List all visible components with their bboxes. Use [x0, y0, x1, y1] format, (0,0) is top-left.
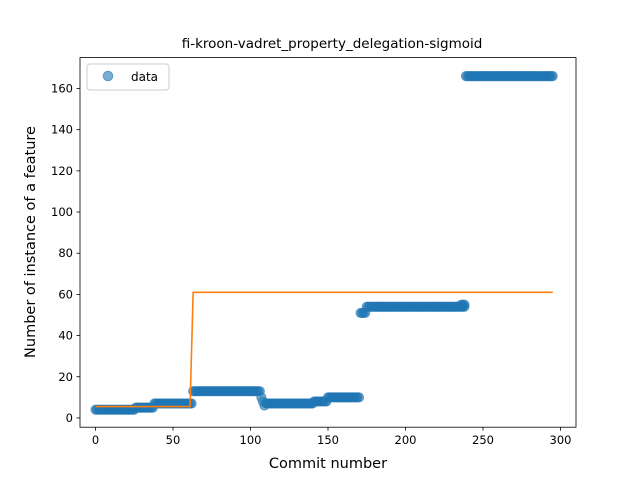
x-axis-label: Commit number: [269, 456, 387, 472]
x-tick-label: 300: [550, 433, 572, 447]
y-tick-label: 40: [58, 329, 73, 343]
y-tick-label: 140: [51, 123, 73, 137]
data-point: [459, 299, 470, 310]
y-tick-label: 60: [58, 287, 73, 301]
legend: data: [86, 63, 170, 91]
y-tick-label: 80: [58, 246, 73, 260]
data-point: [547, 71, 558, 82]
x-tick-label: 0: [92, 433, 99, 447]
y-axis-label: Number of instance of a feature: [23, 126, 39, 358]
plot-area: [79, 57, 577, 428]
x-tick-label: 250: [472, 433, 494, 447]
legend-marker-data: [102, 70, 114, 82]
data-point: [353, 392, 365, 403]
x-tick-label: 50: [166, 433, 181, 447]
y-tick-label: 160: [51, 81, 73, 95]
x-tick-label: 100: [240, 433, 262, 447]
y-tick-label: 100: [51, 205, 73, 219]
y-tick-label: 20: [58, 370, 73, 384]
y-tick-label: 120: [51, 164, 73, 178]
legend-box: [86, 63, 170, 91]
chart-title: fi-kroon-vadret_property_delegation-sigm…: [182, 36, 483, 52]
x-tick-label: 150: [317, 433, 339, 447]
fit-line: [95, 291, 553, 408]
x-tick-label: 200: [395, 433, 417, 447]
y-tick-label: 0: [66, 411, 73, 425]
legend-label-data: data: [131, 70, 158, 84]
